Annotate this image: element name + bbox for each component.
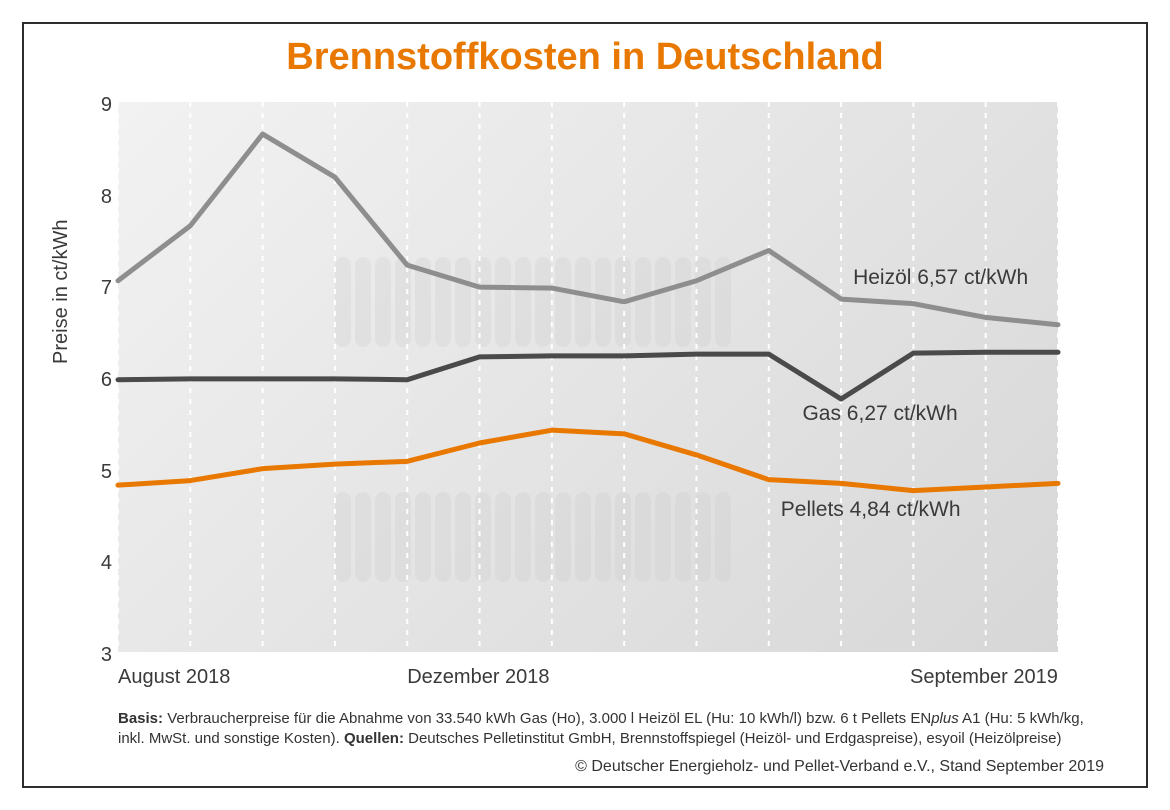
y-tick: 9 [78,94,112,117]
chart-frame: Brennstoffkosten in Deutschland Preise i… [22,22,1148,788]
x-tick: September 2019 [910,666,1058,689]
plot-area: Heizöl 6,57 ct/kWh Gas 6,27 ct/kWh Pelle… [118,102,1058,652]
y-tick: 3 [78,644,112,667]
series-lines [118,102,1058,652]
series-label-gas: Gas 6,27 ct/kWh [802,402,957,426]
y-tick: 4 [78,552,112,575]
series-label-pellets: Pellets 4,84 ct/kWh [781,498,961,522]
copyright-text: © Deutscher Energieholz- und Pellet-Verb… [575,758,1104,776]
basis-text: Basis: Verbraucherpreise für die Abnahme… [118,709,1086,750]
x-tick: Dezember 2018 [407,666,549,689]
page: Brennstoffkosten in Deutschland Preise i… [0,0,1170,810]
y-tick: 7 [78,277,112,300]
y-axis-label: Preise in ct/kWh [50,220,73,364]
chart-title: Brennstoffkosten in Deutschland [24,36,1146,79]
y-tick: 5 [78,461,112,484]
y-tick: 6 [78,369,112,392]
y-tick: 8 [78,186,112,209]
x-tick: August 2018 [118,666,230,689]
series-label-heizoel: Heizöl 6,57 ct/kWh [853,266,1028,290]
